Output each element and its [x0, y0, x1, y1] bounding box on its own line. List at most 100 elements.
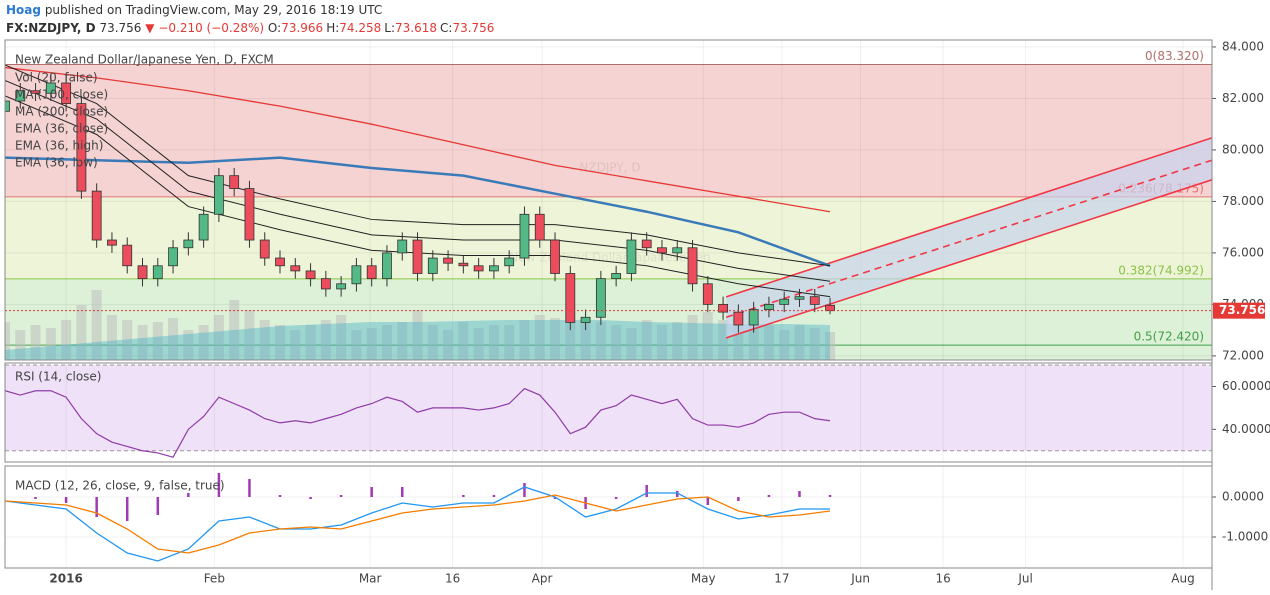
candle-body — [489, 265, 499, 272]
rsi-line — [5, 387, 831, 458]
x-tick-label: Apr — [532, 572, 553, 586]
candle-body — [366, 265, 377, 280]
volume-bar — [504, 325, 515, 360]
volume-bar — [534, 315, 545, 360]
volume-bar — [198, 325, 209, 360]
volume-bar — [443, 330, 454, 360]
volume-bar — [718, 320, 729, 360]
candle-body — [5, 100, 10, 112]
y-tick-label: 78.000 — [1222, 194, 1264, 208]
volume-bar — [779, 330, 790, 360]
candle-body — [718, 303, 728, 313]
ohlc-value: 73.618 — [395, 21, 438, 35]
volume-bar — [15, 330, 26, 360]
volume-bar — [595, 322, 606, 360]
y-tick-label: 76.000 — [1222, 245, 1264, 259]
y-tick-label: 82.000 — [1222, 91, 1264, 105]
candle-body — [290, 265, 301, 272]
candle-body — [427, 257, 438, 274]
candle-body — [534, 213, 545, 241]
volume-bar — [229, 300, 240, 360]
volume-bar — [641, 320, 652, 360]
x-tick-label: Aug — [1171, 572, 1194, 586]
panel-title: MACD (12, 26, close, 9, false, true) — [15, 479, 225, 493]
volume-bar — [152, 322, 163, 360]
candle-body — [397, 239, 408, 254]
candle-body — [672, 247, 683, 254]
legend-entry: MA (100, close) — [15, 88, 108, 102]
ohlc-value: 74.258 — [339, 21, 382, 35]
candle-body — [809, 296, 820, 305]
ohlc-key: H: — [326, 21, 340, 35]
panel — [5, 466, 1212, 568]
legend-entry: EMA (36, close) — [15, 122, 108, 136]
candle-body — [595, 278, 606, 318]
quote-line: FX:NZDJPY, D 73.756 ▼ −0.210 (−0.28%) O:… — [6, 21, 497, 35]
x-tick-label: 2016 — [49, 572, 82, 586]
panel — [5, 363, 1212, 462]
volume-bar — [397, 322, 408, 360]
volume-bar — [30, 325, 41, 360]
header-line: Hoag published on TradingView.com, May 2… — [6, 3, 382, 17]
volume-bar — [122, 320, 133, 360]
candle-body — [764, 303, 774, 310]
candle-body — [30, 90, 41, 94]
candle-body — [473, 265, 484, 272]
volume-bar — [76, 305, 87, 360]
volume-bar — [290, 330, 301, 360]
channel-line — [725, 159, 1212, 319]
volume-bar — [106, 315, 117, 360]
candle-body — [657, 247, 667, 254]
volume-bar — [137, 325, 148, 360]
candle-body — [580, 316, 591, 323]
candle-body — [137, 265, 148, 280]
x-tick-label: 16 — [935, 572, 950, 586]
candle-body — [443, 257, 453, 264]
ohlc-value: 73.966 — [281, 21, 324, 35]
macd-line — [5, 486, 831, 562]
candle-body — [122, 244, 133, 267]
volume-bar — [336, 315, 347, 360]
volume-bar — [458, 322, 469, 360]
volume-bar — [611, 325, 622, 360]
candle-body — [351, 265, 362, 285]
y-tick-label: 40.0000 — [1222, 422, 1270, 436]
volume-bar — [91, 290, 102, 360]
candle-body — [336, 283, 347, 290]
candle-body — [213, 175, 224, 215]
volume-bar — [366, 328, 377, 360]
y-tick-label: 80.000 — [1222, 142, 1264, 156]
x-tick-label: Feb — [204, 572, 225, 586]
candle-body — [168, 247, 178, 267]
candle-body — [504, 257, 515, 267]
volume-bar — [687, 315, 698, 360]
candle-body — [76, 103, 87, 192]
candle-body — [825, 304, 835, 312]
legend-entry: EMA (36, high) — [15, 139, 103, 153]
volume-bar — [427, 325, 438, 360]
candle-body — [748, 309, 759, 326]
volume-bar — [351, 330, 362, 360]
candle-body — [107, 239, 117, 246]
volume-bar — [244, 310, 255, 360]
volume-bar — [626, 328, 637, 360]
volume-bar — [656, 325, 667, 360]
candle-body — [259, 239, 270, 259]
volume-bar — [519, 320, 530, 360]
x-tick-label: Jul — [1017, 572, 1032, 586]
author[interactable]: Hoag — [6, 3, 41, 17]
volume-bar — [168, 318, 179, 360]
indicator-line — [5, 66, 831, 213]
x-tick-label: May — [691, 572, 716, 586]
indicator-line — [5, 156, 831, 267]
x-tick-label: 16 — [445, 572, 460, 586]
candle-body — [611, 273, 622, 280]
candle-body — [519, 213, 530, 259]
channel-fill — [726, 137, 1212, 338]
panel: 0(83.320)0.236(78.175)0.382(74.992)0.5(7… — [5, 40, 1212, 360]
volume-bar — [809, 328, 820, 360]
volume-bar — [488, 325, 499, 360]
y-tick-label: 84.000 — [1222, 39, 1264, 53]
x-tick-label: 17 — [774, 572, 789, 586]
